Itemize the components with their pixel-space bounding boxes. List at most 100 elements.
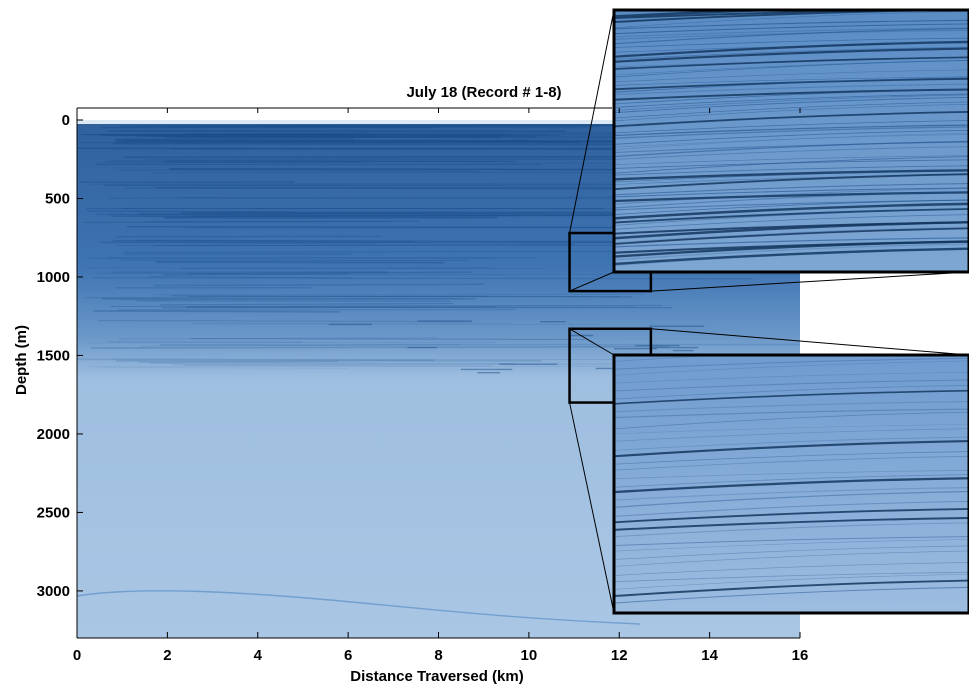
inset-layer [614,247,969,266]
inset-layer [614,469,969,480]
reflector-line [153,293,645,296]
reflector-line [109,196,621,199]
reflector-line [184,364,493,367]
inset-layer [614,400,969,413]
reflector-line [119,169,480,172]
inset-layer [614,539,969,552]
inset-layer [614,500,969,517]
inset-layer [614,165,969,176]
x-tick-label: 10 [521,647,538,664]
inset-layer [614,440,969,458]
inset-layer [614,360,969,376]
x-tick-label: 16 [792,647,809,664]
inset-layer [614,550,969,567]
inset-layer [614,436,969,451]
inset-layer [614,579,969,597]
inset-layer [614,562,969,576]
inset-layer [614,508,969,524]
inset-layer [614,191,969,203]
reflector-line [89,182,655,185]
x-tick-label: 0 [73,647,81,664]
reflector-line [155,261,445,264]
inset-layer [614,451,969,465]
reflector-line [154,244,575,246]
reflector-line [181,267,491,270]
inset-layer [614,545,969,560]
reflector-line [140,344,460,347]
inset-layer [614,187,969,205]
reflector-line [118,337,438,340]
inset-layer [614,10,959,20]
x-tick-label: 4 [254,647,263,664]
inset-layer [614,83,969,96]
reflector-line [86,267,546,269]
inset-top-layers [614,10,969,267]
inset-bottom-frame [612,353,969,615]
inset-layer [614,226,969,243]
inset-layer [614,101,969,119]
x-axis-label: Distance Traversed (km) [350,668,523,685]
reflector-line [124,155,689,159]
inset-layer [614,134,969,148]
reflector-line [117,308,516,311]
inset-layer [614,516,969,531]
y-tick-label: 3000 [37,583,70,600]
y-tick-label: 1000 [37,269,70,286]
reflector-line [110,304,663,307]
y-tick-label: 500 [45,190,70,207]
inset-layer [614,47,969,63]
inset-layer [614,237,969,248]
y-tick-label: 0 [62,112,70,129]
inset-layer [614,112,969,128]
inset-layer [614,146,969,160]
inset-layer [614,77,969,93]
reflector-line [87,210,295,213]
reflector-line [148,276,353,279]
inset-layer [614,214,969,230]
reflector-line [97,272,390,274]
reflector-line [83,220,420,224]
reflector-line [160,303,453,306]
inset-layer [614,124,969,137]
x-tick-label: 14 [701,647,718,664]
inset-layer [614,477,969,494]
inset-layer [614,69,969,83]
inset-layer [614,208,969,224]
zoom-connectors [569,9,969,614]
reflector-line [98,319,472,323]
x-tick-label: 8 [434,647,442,664]
inset-top [612,8,969,274]
reflector-line [125,186,674,189]
inset-layer [614,474,969,488]
connector-line [650,328,969,356]
inset-layer [614,140,969,158]
inset-layer [614,487,969,501]
inset-layer [614,19,969,30]
inset-layer [614,40,969,58]
reflector-line [151,171,637,174]
reflector-line [135,239,415,243]
inset-layer [614,385,969,400]
inset-bottom [612,353,969,615]
y-tick-label: 1500 [37,347,70,364]
reflector-line [84,295,488,299]
reflector-line [188,271,472,275]
x-tick-label: 6 [344,647,352,664]
reflector-line [112,142,653,146]
inset-layer [614,156,969,174]
inset-layer [614,89,969,105]
y-tick-label: 2500 [37,504,70,521]
inset-layer [614,199,969,215]
reflector-line [96,161,361,164]
reflector-line [144,158,668,161]
inset-layer [614,191,969,209]
reflector-line [91,345,669,349]
inset-layer [614,573,969,590]
inset-layer [614,208,969,226]
reflector-line [129,210,458,213]
x-ticks: 0 2 4 6 8 10 12 14 16 [73,108,809,664]
inset-layer [614,27,969,45]
inset-layer [614,187,969,198]
inset-layer [614,77,969,91]
